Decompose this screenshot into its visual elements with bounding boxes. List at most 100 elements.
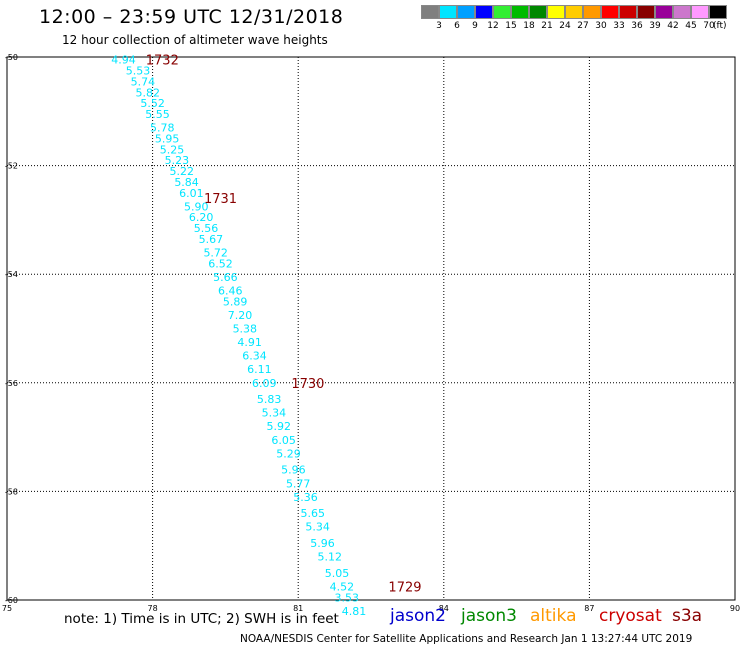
time-annotation: 1732 (146, 54, 179, 69)
wave-height-point: 6.52 (208, 257, 233, 270)
x-tick-label: 78 (148, 604, 158, 613)
color-swatch (709, 5, 727, 19)
y-tick-label: -58 (5, 487, 18, 496)
color-swatch (475, 5, 493, 19)
wave-height-point: 5.90 (184, 200, 209, 213)
color-scale-label: 45 (685, 21, 697, 31)
wave-height-point: 5.05 (325, 567, 350, 580)
legend-altika: altika (530, 606, 577, 626)
wave-height-point: 5.34 (262, 407, 287, 420)
wave-height-point: 5.84 (174, 176, 199, 189)
color-swatch (439, 5, 457, 19)
wave-height-point: 5.77 (286, 477, 311, 490)
wave-height-point: 5.36 (293, 491, 318, 504)
plot-frame (6, 56, 736, 601)
color-swatch (493, 5, 511, 19)
wave-height-point: 5.74 (131, 75, 156, 88)
y-tick-label: -54 (5, 270, 18, 279)
wave-height-point: 5.53 (126, 65, 151, 78)
color-swatch (637, 5, 655, 19)
y-tick-label: -56 (5, 379, 18, 388)
color-scale-unit: (ft) (713, 21, 727, 31)
color-swatch (673, 5, 691, 19)
color-swatch (691, 5, 709, 19)
y-tick-label: -50 (5, 53, 18, 62)
wave-height-point: 5.34 (305, 521, 330, 534)
color-scale-label: 70 (703, 21, 715, 31)
wave-height-point: 4.94 (111, 54, 136, 67)
time-annotation: 1731 (204, 192, 237, 207)
color-scale-label: 39 (649, 21, 661, 31)
color-swatch (529, 5, 547, 19)
wave-height-point: 6.20 (189, 211, 214, 224)
legend-jason2: jason2 (390, 606, 446, 626)
wave-height-point: 5.83 (257, 393, 282, 406)
color-scale-label: 15 (505, 21, 517, 31)
wave-height-point: 5.23 (165, 154, 190, 167)
wave-height-point: 6.46 (218, 284, 243, 297)
wave-height-point: 6.11 (247, 363, 272, 376)
wave-height-point: 5.96 (310, 537, 335, 550)
wave-height-point: 5.95 (155, 132, 180, 145)
color-scale-bar (421, 5, 727, 19)
legend-jason3: jason3 (461, 606, 517, 626)
wave-height-point: 5.66 (213, 271, 238, 284)
wave-height-point: 5.52 (140, 97, 165, 110)
color-scale-label: 36 (631, 21, 643, 31)
wave-height-point: 5.78 (150, 122, 175, 135)
y-tick-label: -60 (5, 596, 18, 605)
color-scale-label: 18 (523, 21, 535, 31)
wave-height-point: 5.82 (135, 86, 160, 99)
wave-height-point: 6.09 (252, 377, 277, 390)
wave-height-point: 6.05 (271, 434, 296, 447)
x-tick-label: 75 (2, 604, 12, 613)
color-scale-label: 24 (559, 21, 571, 31)
y-tick-label: -52 (5, 162, 18, 171)
time-annotation: 1730 (291, 377, 324, 392)
wave-height-point: 5.92 (267, 420, 292, 433)
color-swatch (601, 5, 619, 19)
wave-height-point: 5.22 (169, 165, 194, 178)
wave-height-point: 5.38 (233, 323, 258, 336)
color-scale-label: 27 (577, 21, 589, 31)
color-swatch (547, 5, 565, 19)
color-scale-label: 33 (613, 21, 625, 31)
legend-s3a: s3a (672, 606, 703, 626)
wave-height-point: 5.12 (317, 551, 342, 564)
wave-height-point: 5.55 (145, 108, 170, 121)
color-swatch (565, 5, 583, 19)
wave-height-point: 5.67 (199, 233, 224, 246)
wave-height-point: 5.56 (194, 222, 219, 235)
color-scale-label: 12 (487, 21, 499, 31)
x-tick-label: 87 (584, 604, 594, 613)
legend-cryosat: cryosat (599, 606, 662, 626)
color-swatch (457, 5, 475, 19)
note-text: note: 1) Time is in UTC; 2) SWH is in fe… (64, 611, 339, 627)
color-swatch (421, 5, 439, 19)
wave-height-point: 4.81 (342, 605, 367, 618)
x-tick-label: 90 (730, 604, 740, 613)
color-scale-label: 42 (667, 21, 679, 31)
color-swatch (619, 5, 637, 19)
time-annotation: 1729 (388, 580, 421, 595)
color-swatch (511, 5, 529, 19)
chart-subtitle: 12 hour collection of altimeter wave hei… (62, 33, 328, 47)
footer-credit: NOAA/NESDIS Center for Satellite Applica… (240, 633, 693, 645)
x-tick-label: 84 (439, 604, 449, 613)
color-swatch (583, 5, 601, 19)
color-scale-label: 3 (436, 21, 442, 31)
wave-height-point: 3.53 (334, 591, 359, 604)
wave-height-point: 5.96 (281, 464, 306, 477)
x-tick-label: 81 (293, 604, 303, 613)
color-scale-label: 6 (454, 21, 460, 31)
color-scale-label: 9 (472, 21, 478, 31)
color-swatch (655, 5, 673, 19)
wave-height-point: 4.52 (330, 580, 355, 593)
wave-height-point: 6.01 (179, 187, 204, 200)
wave-height-point: 7.20 (228, 309, 253, 322)
chart-title: 12:00 – 23:59 UTC 12/31/2018 (39, 6, 344, 28)
wave-height-point: 5.29 (276, 447, 301, 460)
wave-height-point: 5.25 (160, 143, 185, 156)
color-scale-label: 21 (541, 21, 553, 31)
